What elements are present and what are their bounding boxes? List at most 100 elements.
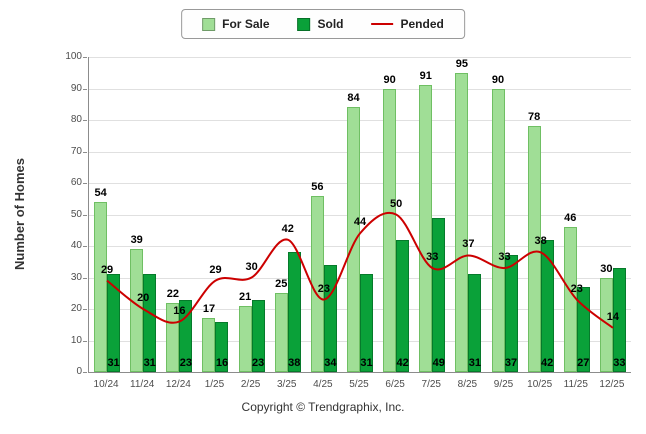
for-sale-bar	[383, 88, 397, 372]
sold-value-label: 31	[468, 357, 482, 369]
for-sale-value-label: 54	[94, 186, 107, 199]
sold-value-label: 37	[504, 357, 518, 369]
pended-value-label: 16	[173, 304, 186, 317]
sold-value-label: 27	[577, 357, 590, 369]
sold-bar	[360, 274, 373, 372]
y-axis-tick-mark	[83, 88, 87, 90]
pended-value-label: 20	[137, 292, 150, 304]
x-axis-tick-label: 12/24	[165, 379, 191, 390]
sold-value-label: 23	[179, 357, 192, 369]
sold-value-label: 31	[143, 357, 156, 369]
for-sale-bar	[238, 305, 252, 372]
for-sale-value-label: 39	[130, 234, 143, 247]
pended-value-label: 30	[245, 260, 258, 273]
sold-swatch-icon	[297, 17, 311, 31]
for-sale-value-label: 17	[202, 303, 216, 316]
y-axis-tick-mark	[83, 309, 87, 310]
legend-item-pended: Pended	[371, 17, 444, 31]
sold-bar	[179, 299, 193, 372]
y-axis-tick-mark	[83, 340, 87, 342]
x-axis-tick-label: 3/25	[276, 379, 297, 390]
y-axis-tick-label: 40	[70, 240, 82, 251]
x-axis-tick-label: 9/25	[493, 379, 514, 390]
y-axis-tick-label: 80	[70, 114, 82, 125]
sold-bar	[504, 255, 518, 372]
sold-value-label: 23	[251, 357, 265, 369]
pended-value-label: 23	[317, 282, 330, 295]
gridline	[89, 120, 631, 121]
x-axis-tick-label: 6/25	[385, 379, 405, 390]
for-sale-value-label: 25	[275, 278, 288, 291]
x-axis-tick-label: 11/25	[563, 379, 588, 390]
sold-bar	[612, 268, 626, 372]
sold-bar	[468, 274, 482, 372]
sold-bar	[107, 274, 121, 372]
pended-value-label: 29	[209, 263, 222, 276]
plot-area: 54 31 29 39 31 20 22 23 16 17 16 29 21 23 30 25 38 42 56 34…	[88, 57, 631, 373]
for-sale-bar	[166, 302, 180, 372]
for-sale-bar	[599, 277, 613, 372]
y-axis-tick-label: 50	[70, 208, 82, 220]
for-sale-value-label: 84	[347, 92, 360, 105]
y-axis-tick-label: 0	[76, 366, 82, 377]
for-sale-bar	[455, 72, 469, 372]
for-sale-bar	[274, 293, 288, 372]
x-axis-tick-label: 8/25	[457, 379, 478, 390]
x-axis-tick-label: 2/25	[240, 379, 261, 390]
y-axis-tick-label: 20	[70, 303, 82, 314]
sold-bar	[323, 264, 337, 372]
for-sale-value-label: 56	[311, 180, 324, 193]
for-sale-bar	[130, 249, 144, 372]
legend-label-pended: Pended	[400, 17, 444, 31]
sold-bar	[143, 274, 157, 372]
pended-line-swatch-icon	[371, 23, 394, 25]
sold-value-label: 31	[360, 357, 373, 369]
sold-value-label: 38	[288, 357, 301, 369]
y-axis-tick-label: 60	[70, 177, 82, 188]
for-sale-value-label: 21	[238, 290, 252, 303]
x-axis-tick-label: 11/24	[130, 379, 155, 390]
legend-label-for-sale: For Sale	[222, 17, 270, 31]
pended-value-label: 37	[462, 238, 475, 251]
x-axis-tick-label: 12/25	[599, 379, 625, 390]
for-sale-bar	[527, 126, 541, 372]
legend: For Sale Sold Pended	[181, 9, 465, 39]
pended-line	[106, 212, 614, 329]
y-axis-tick-label: 10	[70, 334, 82, 346]
for-sale-value-label: 91	[419, 70, 432, 83]
sold-value-label: 16	[215, 357, 229, 369]
legend-item-sold: Sold	[297, 17, 344, 31]
sold-bar	[540, 239, 554, 372]
copyright-text: Copyright © Trendgraphix, Inc.	[241, 400, 405, 414]
for-sale-value-label: 90	[491, 73, 505, 86]
sold-value-label: 31	[107, 357, 120, 369]
for-sale-value-label: 78	[528, 111, 541, 124]
legend-item-for-sale: For Sale	[202, 17, 270, 31]
y-axis-tick-label: 100	[65, 51, 82, 62]
y-axis-tick-mark	[83, 372, 87, 373]
pended-value-label: 50	[390, 197, 403, 210]
y-axis-tick-mark	[83, 57, 87, 58]
for-sale-swatch-icon	[202, 17, 216, 31]
y-axis-tick-label: 30	[70, 271, 82, 283]
for-sale-value-label: 90	[383, 73, 396, 86]
pended-value-label: 38	[534, 235, 547, 248]
pended-value-label: 29	[100, 263, 114, 276]
y-axis-tick-mark	[83, 183, 87, 184]
sold-value-label: 42	[396, 357, 409, 369]
x-axis-tick-label: 5/25	[349, 379, 369, 390]
pended-value-label: 33	[498, 251, 511, 264]
y-axis-tick-mark	[83, 277, 87, 279]
sold-bar	[396, 239, 410, 372]
sold-bar	[432, 217, 446, 372]
x-axis-tick-label: 7/25	[421, 379, 441, 390]
legend-label-sold: Sold	[317, 17, 344, 31]
pended-value-label: 23	[570, 282, 583, 295]
for-sale-bar	[202, 318, 216, 372]
gridline	[89, 246, 631, 247]
for-sale-bar	[94, 201, 108, 372]
pended-value-label: 44	[353, 216, 367, 229]
pended-line-path	[106, 212, 614, 329]
sold-value-label: 33	[613, 357, 626, 369]
